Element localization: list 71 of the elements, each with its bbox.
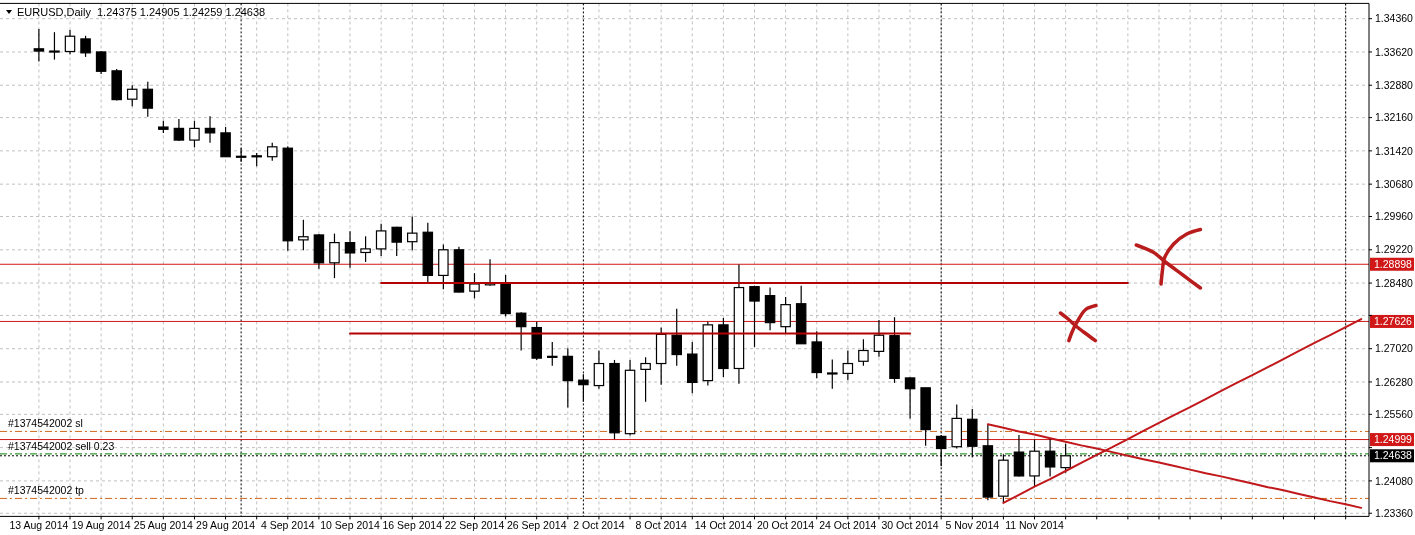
ref-line-label: 1.27626	[1374, 315, 1413, 328]
candlestick	[469, 272, 480, 299]
candlestick	[640, 356, 651, 403]
ref-line-label: #1374542002 sl	[8, 417, 83, 430]
chart-subtitle: 1.24375 1.24905 1.24259 1.24638	[97, 5, 266, 18]
y-tick-label: 1.30680	[1375, 177, 1414, 190]
ref-line-label: 1.24638	[1374, 449, 1413, 462]
y-tick-label: 1.34360	[1375, 12, 1414, 25]
y-tick-label: 1.32880	[1375, 78, 1414, 91]
x-tick-label: 19 Aug 2014	[71, 519, 131, 532]
candlestick	[515, 311, 527, 352]
candlestick	[873, 319, 885, 358]
candlestick	[780, 296, 791, 335]
x-tick-label: 25 Aug 2014	[133, 519, 193, 532]
candlestick	[204, 115, 216, 144]
ref-line-label: 1.24999	[1374, 433, 1413, 446]
x-tick-label: 4 Sep 2014	[260, 519, 315, 532]
candlestick	[189, 120, 200, 148]
candlestick	[344, 230, 356, 269]
x-tick-label: 26 Sep 2014	[506, 519, 567, 532]
candlestick	[749, 285, 760, 348]
x-tick-label: 14 Oct 2014	[694, 519, 753, 532]
candlestick	[375, 223, 387, 257]
y-tick-label: 1.32160	[1375, 111, 1414, 124]
candlestick	[49, 31, 60, 61]
x-tick-label: 2 Oct 2014	[573, 519, 625, 532]
candlestick	[220, 126, 231, 158]
candlestick	[33, 28, 45, 62]
candlestick	[827, 358, 838, 390]
x-tick-label: 24 Oct 2014	[819, 519, 877, 532]
chart-title: EURUSD,Daily	[17, 5, 92, 18]
candlestick	[360, 235, 371, 263]
candlestick	[406, 215, 418, 251]
candlestick	[329, 233, 340, 279]
x-tick-label: 22 Sep 2014	[444, 519, 505, 532]
candlestick	[298, 219, 309, 251]
y-tick-label: 1.31420	[1375, 144, 1414, 157]
x-tick-label: 5 Nov 2014	[945, 519, 1000, 532]
x-tick-label: 30 Oct 2014	[881, 519, 939, 532]
x-tick-label: 11 Nov 2014	[1005, 519, 1065, 532]
candlestick	[593, 349, 605, 390]
candlestick	[547, 341, 558, 367]
x-tick-label: 16 Sep 2014	[382, 519, 443, 532]
y-tick-label: 1.29220	[1375, 243, 1414, 256]
candlestick	[64, 29, 76, 55]
candlestick	[80, 35, 91, 58]
y-tick-label: 1.27020	[1375, 342, 1414, 355]
y-tick-label: 1.33620	[1375, 45, 1414, 58]
x-tick-label: 8 Oct 2014	[635, 519, 687, 532]
candlestick	[126, 84, 138, 107]
candlestick	[95, 50, 107, 75]
candlestick	[904, 376, 916, 419]
candlestick	[142, 81, 154, 118]
y-tick-label: 1.26280	[1375, 375, 1414, 388]
ref-line-label: #1374542002 sell 0.23	[8, 439, 115, 452]
x-tick-label: 13 Aug 2014	[9, 519, 69, 532]
y-tick-label: 1.29960	[1375, 210, 1414, 223]
ref-line-label: #1374542002 tp	[8, 484, 85, 497]
y-tick-label: 1.23360	[1375, 506, 1414, 519]
candlestick	[858, 338, 869, 367]
x-tick-label: 29 Aug 2014	[196, 519, 256, 532]
y-tick-label: 1.28480	[1375, 276, 1414, 289]
x-tick-label: 20 Oct 2014	[757, 519, 815, 532]
candlestick	[173, 118, 185, 142]
y-tick-label: 1.24080	[1375, 474, 1414, 487]
candlestick	[391, 226, 402, 257]
candlestick	[671, 308, 682, 367]
candlestick	[842, 349, 854, 381]
ref-line-label: 1.28898	[1374, 257, 1413, 270]
y-tick-label: 1.25560	[1375, 408, 1414, 421]
x-tick-label: 10 Sep 2014	[320, 519, 380, 532]
